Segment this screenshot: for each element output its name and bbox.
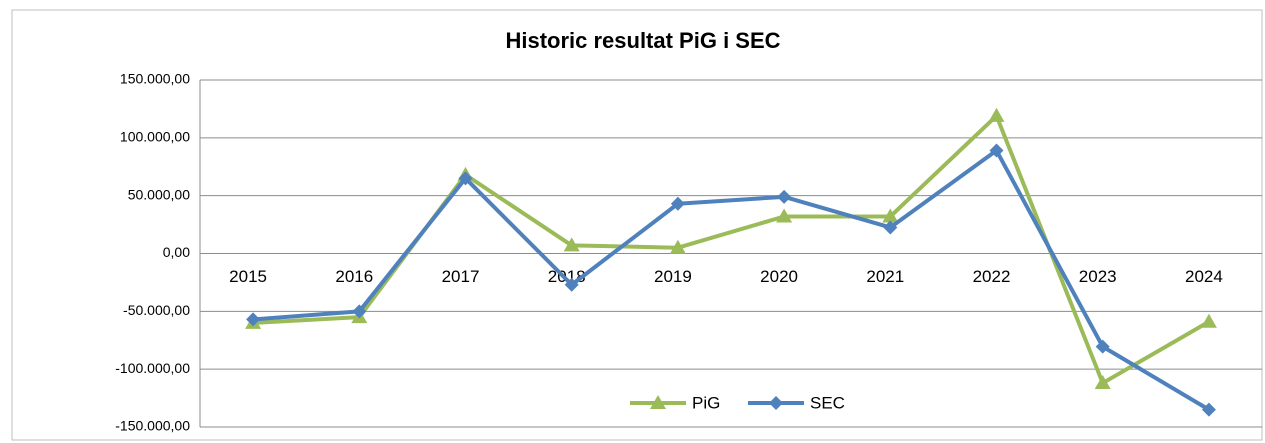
y-tick-label: 0,00 bbox=[163, 244, 190, 260]
triangle-marker bbox=[776, 208, 793, 223]
triangle-marker bbox=[650, 395, 666, 409]
x-tick-label: 2021 bbox=[866, 267, 904, 286]
diamond-marker bbox=[777, 189, 792, 204]
x-tick-label: 2015 bbox=[229, 267, 267, 286]
diamond-marker bbox=[458, 171, 473, 186]
diamond-marker bbox=[769, 396, 783, 410]
y-tick-label: 50.000,00 bbox=[128, 186, 190, 202]
triangle-marker bbox=[669, 239, 686, 254]
triangle-marker bbox=[1094, 375, 1111, 390]
y-tick-label: 100.000,00 bbox=[120, 129, 190, 145]
legend-label: SEC bbox=[810, 393, 845, 412]
x-tick-label: 2022 bbox=[973, 267, 1011, 286]
x-tick-label: 2023 bbox=[1079, 267, 1117, 286]
y-tick-label: -100.000,00 bbox=[115, 360, 190, 376]
y-tick-label: -50.000,00 bbox=[123, 302, 190, 318]
x-tick-label: 2020 bbox=[760, 267, 798, 286]
diamond-marker bbox=[564, 277, 579, 292]
triangle-marker bbox=[563, 237, 580, 252]
diamond-marker bbox=[246, 312, 261, 327]
diamond-marker bbox=[1201, 402, 1216, 417]
legend-label: PiG bbox=[692, 393, 720, 412]
x-tick-label: 2024 bbox=[1185, 267, 1223, 286]
series-line bbox=[252, 148, 1210, 412]
x-tick-label: 2016 bbox=[335, 267, 373, 286]
chart-border bbox=[11, 9, 1263, 441]
diamond-marker bbox=[352, 304, 367, 319]
y-tick-label: 150.000,00 bbox=[120, 71, 190, 87]
x-tick-label: 2017 bbox=[442, 267, 480, 286]
y-tick-label: -150.000,00 bbox=[115, 418, 190, 434]
diamond-marker bbox=[1095, 339, 1110, 354]
diamond-marker bbox=[670, 196, 685, 211]
triangle-marker bbox=[882, 208, 899, 223]
diamond-marker bbox=[883, 220, 898, 235]
triangle-marker bbox=[1200, 313, 1217, 328]
diamond-marker bbox=[989, 143, 1004, 158]
x-tick-label: 2019 bbox=[654, 267, 692, 286]
triangle-marker bbox=[988, 107, 1005, 122]
chart-title: Historic resultat PiG i SEC bbox=[505, 28, 780, 53]
